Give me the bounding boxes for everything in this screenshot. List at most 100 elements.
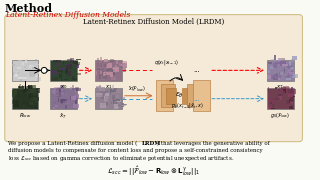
Bar xyxy=(61,92,64,95)
Bar xyxy=(35,64,39,66)
Bar xyxy=(70,87,72,90)
Bar xyxy=(121,103,124,107)
Bar xyxy=(96,87,99,91)
Text: $\hat{x}_T$: $\hat{x}_T$ xyxy=(59,111,68,121)
Bar xyxy=(53,93,55,94)
Bar xyxy=(291,87,293,90)
Bar xyxy=(96,86,101,91)
Bar xyxy=(166,88,176,103)
Bar xyxy=(76,88,81,91)
Bar xyxy=(51,102,56,103)
Bar xyxy=(282,64,288,66)
Bar xyxy=(119,101,120,104)
Bar xyxy=(62,68,66,70)
Bar xyxy=(12,95,15,97)
Bar xyxy=(31,90,36,95)
Bar xyxy=(22,102,26,103)
Text: $\varepsilon_\theta$: $\varepsilon_\theta$ xyxy=(175,91,184,100)
Bar xyxy=(272,103,274,107)
Bar xyxy=(60,91,65,94)
Bar xyxy=(272,77,274,78)
Bar xyxy=(284,89,285,93)
Bar xyxy=(116,97,122,100)
Bar xyxy=(65,71,71,73)
Bar xyxy=(70,96,71,100)
Bar xyxy=(60,74,61,78)
Bar xyxy=(60,85,62,89)
Bar xyxy=(32,68,35,69)
Bar xyxy=(275,87,276,89)
Bar xyxy=(56,92,60,95)
Bar xyxy=(58,63,63,66)
Bar xyxy=(73,104,79,108)
Bar xyxy=(35,69,39,72)
Bar xyxy=(76,62,80,65)
Bar xyxy=(278,88,282,91)
Bar xyxy=(60,71,61,76)
Bar xyxy=(289,99,291,104)
Bar xyxy=(32,76,36,81)
Text: Latent-Retinex Diffusion Models: Latent-Retinex Diffusion Models xyxy=(5,11,130,19)
Bar xyxy=(97,63,102,67)
Bar xyxy=(270,66,274,69)
Bar xyxy=(75,62,78,66)
Bar xyxy=(57,87,63,91)
Bar xyxy=(121,64,122,66)
FancyBboxPatch shape xyxy=(5,15,302,142)
Bar xyxy=(285,100,292,104)
Bar xyxy=(278,94,281,96)
Bar xyxy=(275,107,276,109)
Bar xyxy=(28,92,32,95)
Bar xyxy=(62,93,67,94)
Bar xyxy=(60,99,65,103)
Bar xyxy=(112,85,114,89)
Bar xyxy=(268,70,270,73)
Bar xyxy=(23,92,25,93)
Bar xyxy=(267,60,294,81)
Bar xyxy=(286,78,291,80)
Bar xyxy=(110,59,114,62)
Bar xyxy=(23,72,28,73)
Bar xyxy=(55,105,58,107)
Bar xyxy=(25,59,27,64)
Bar xyxy=(36,68,40,70)
Bar xyxy=(56,63,60,66)
Bar xyxy=(109,68,115,71)
Bar xyxy=(281,58,285,60)
Bar xyxy=(57,71,63,72)
Bar xyxy=(68,58,72,64)
Bar xyxy=(59,73,61,74)
Bar xyxy=(25,58,28,60)
Bar xyxy=(56,60,61,62)
Bar xyxy=(291,65,292,68)
Bar xyxy=(122,62,127,67)
Bar xyxy=(24,66,26,68)
Bar xyxy=(290,67,293,69)
Bar xyxy=(96,93,102,97)
Bar xyxy=(290,106,293,109)
Bar xyxy=(72,76,75,78)
Bar xyxy=(279,72,282,76)
Bar xyxy=(76,98,78,101)
Bar xyxy=(12,60,38,81)
Bar xyxy=(75,100,77,104)
Bar xyxy=(276,97,277,98)
Bar xyxy=(121,104,127,105)
Bar xyxy=(280,61,286,66)
Bar xyxy=(269,98,275,99)
Bar xyxy=(76,64,78,68)
Bar xyxy=(288,89,293,93)
Bar xyxy=(110,90,115,92)
Bar xyxy=(28,85,32,89)
Text: $R_{low}$: $R_{low}$ xyxy=(19,111,31,120)
Bar xyxy=(27,91,33,95)
Bar xyxy=(14,102,20,107)
Bar xyxy=(15,99,16,102)
Bar xyxy=(278,94,283,96)
Bar xyxy=(13,100,19,104)
Bar xyxy=(111,77,116,80)
Bar xyxy=(116,97,121,102)
Bar xyxy=(14,102,16,104)
Bar xyxy=(104,72,110,75)
Bar xyxy=(19,93,20,97)
